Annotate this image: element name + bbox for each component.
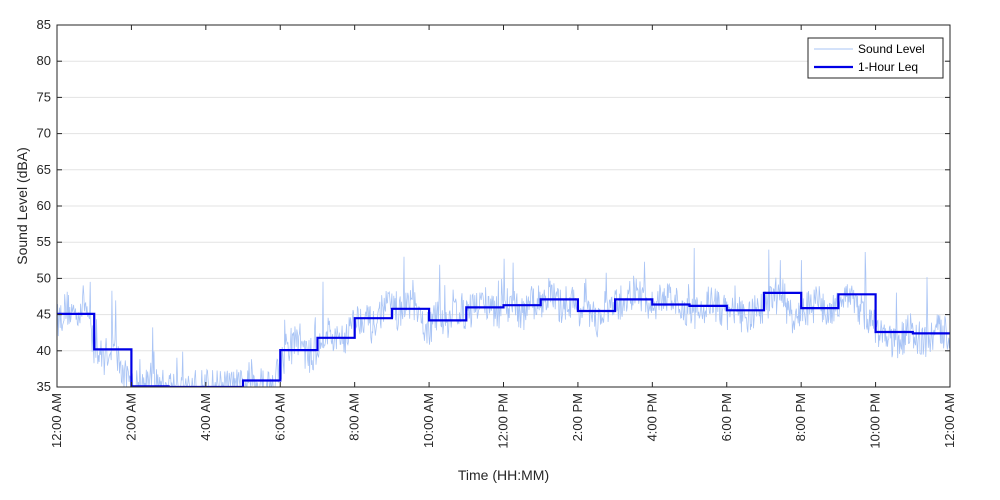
x-tick-label: 10:00 PM xyxy=(868,393,883,449)
x-tick-label: 4:00 PM xyxy=(644,393,659,441)
y-tick-label: 85 xyxy=(37,17,51,32)
y-tick-label: 65 xyxy=(37,162,51,177)
x-tick-label: 6:00 PM xyxy=(719,393,734,441)
y-tick-label: 45 xyxy=(37,307,51,322)
x-tick-label: 2:00 PM xyxy=(570,393,585,441)
series-line-sound-level xyxy=(57,247,950,387)
x-tick-label: 2:00 AM xyxy=(123,393,138,441)
grid-layer xyxy=(57,24,950,388)
y-tick-label: 50 xyxy=(37,270,51,285)
x-tick-label: 8:00 PM xyxy=(793,393,808,441)
y-tick-label: 40 xyxy=(37,343,51,358)
axis-layer: 35 40 45 50 55 60 65 70 75 80 85 12:00 AM 2:00 AM 4:0… xyxy=(37,17,957,449)
x-tick-label: 8:00 AM xyxy=(347,393,362,441)
x-tick-label: 4:00 AM xyxy=(198,393,213,441)
series-line-1-hour-leq xyxy=(57,291,950,387)
y-tick-label: 55 xyxy=(37,234,51,249)
x-tick-label: 12:00 PM xyxy=(496,393,511,449)
legend-box xyxy=(807,37,944,79)
y-tick-label: 75 xyxy=(37,89,51,104)
x-tick-label: 12:00 AM xyxy=(942,393,957,448)
y-axis-title: Sound Level (dBA) xyxy=(14,147,30,265)
series-layer xyxy=(57,247,950,387)
legend-label-1-hour-leq: 1-Hour Leq xyxy=(858,60,918,74)
x-tick-label: 12:00 AM xyxy=(49,393,64,448)
y-tick-label: 35 xyxy=(37,379,51,394)
y-tick-label: 80 xyxy=(37,53,51,68)
x-tick-label: 6:00 AM xyxy=(272,393,287,441)
x-axis-title: Time (HH:MM) xyxy=(458,467,549,483)
legend: Sound Level 1-Hour Leq xyxy=(807,37,944,79)
y-tick-label: 60 xyxy=(37,198,51,213)
x-tick-label: 10:00 AM xyxy=(421,393,436,448)
legend-label-sound-level: Sound Level xyxy=(858,42,925,56)
y-tick-label: 70 xyxy=(37,126,51,141)
